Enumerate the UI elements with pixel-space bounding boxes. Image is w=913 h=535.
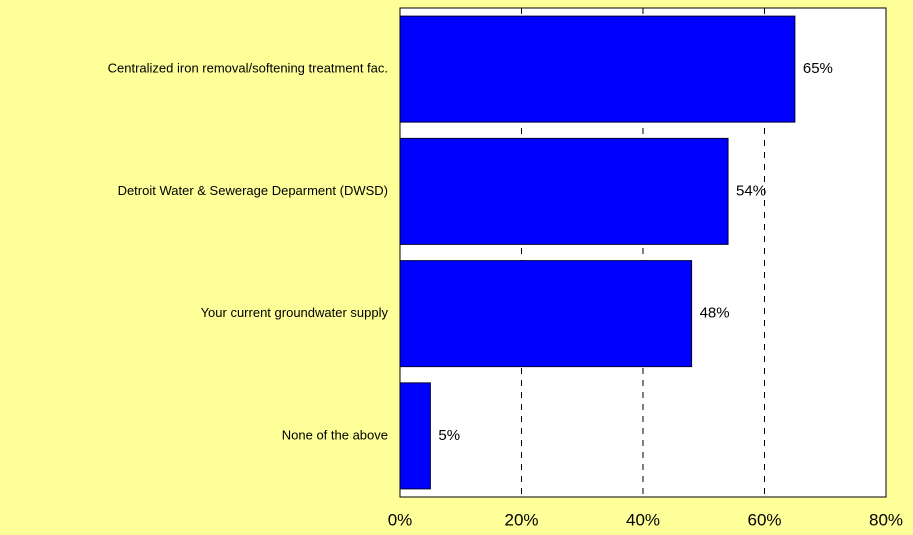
value-label: 48% xyxy=(700,305,730,322)
x-tick-label: 20% xyxy=(504,510,538,529)
bar xyxy=(399,137,729,245)
x-tick-label: 0% xyxy=(388,510,413,529)
bar xyxy=(399,15,796,123)
category-label: Detroit Water & Sewerage Deparment (DWSD… xyxy=(118,183,388,198)
x-tick-label: 40% xyxy=(626,510,660,529)
x-tick-label: 80% xyxy=(869,510,903,529)
category-label: None of the above xyxy=(282,427,388,442)
value-label: 65% xyxy=(803,60,833,77)
value-label: 54% xyxy=(736,182,766,199)
category-label: Centralized iron removal/softening treat… xyxy=(108,61,388,76)
plot-border xyxy=(399,7,887,498)
x-tick-label: 60% xyxy=(747,510,781,529)
value-label: 5% xyxy=(438,427,460,444)
category-label: Your current groundwater supply xyxy=(201,305,389,320)
bar xyxy=(399,382,431,490)
bar xyxy=(399,260,693,368)
